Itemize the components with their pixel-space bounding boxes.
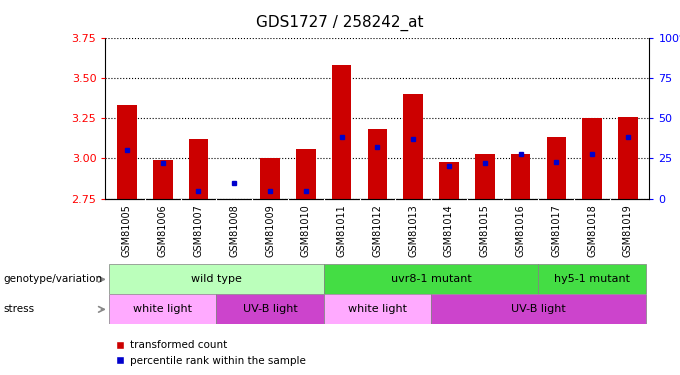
Bar: [117, 105, 137, 199]
Bar: [582, 118, 602, 199]
Bar: [260, 158, 280, 199]
Bar: [431, 294, 646, 324]
Text: GSM81006: GSM81006: [158, 204, 168, 257]
Text: wild type: wild type: [191, 274, 242, 284]
Text: GSM81010: GSM81010: [301, 204, 311, 257]
Bar: [296, 149, 316, 199]
Text: stress: stress: [3, 304, 35, 314]
Text: GSM81013: GSM81013: [408, 204, 418, 257]
Bar: [332, 65, 352, 199]
Text: white light: white light: [348, 304, 407, 314]
Text: GSM81017: GSM81017: [551, 204, 562, 257]
Text: GSM81015: GSM81015: [480, 204, 490, 257]
Text: GSM81016: GSM81016: [515, 204, 526, 257]
Legend: transformed count, percentile rank within the sample: transformed count, percentile rank withi…: [111, 336, 311, 370]
Text: white light: white light: [133, 304, 192, 314]
Bar: [368, 129, 387, 199]
Bar: [216, 294, 324, 324]
Bar: [324, 294, 431, 324]
Text: GSM81011: GSM81011: [337, 204, 347, 257]
Bar: [618, 117, 638, 199]
Text: UV-B light: UV-B light: [243, 304, 297, 314]
Bar: [547, 138, 566, 199]
Text: GSM81018: GSM81018: [587, 204, 597, 257]
Text: UV-B light: UV-B light: [511, 304, 566, 314]
Text: hy5-1 mutant: hy5-1 mutant: [554, 274, 630, 284]
Text: GSM81005: GSM81005: [122, 204, 132, 257]
Text: GSM81009: GSM81009: [265, 204, 275, 257]
Bar: [511, 154, 530, 199]
Bar: [153, 160, 173, 199]
Text: GSM81008: GSM81008: [229, 204, 239, 257]
Bar: [109, 264, 324, 294]
Text: GSM81007: GSM81007: [193, 204, 203, 257]
Text: GSM81014: GSM81014: [444, 204, 454, 257]
Text: genotype/variation: genotype/variation: [3, 274, 103, 284]
Text: GSM81012: GSM81012: [373, 204, 382, 257]
Bar: [109, 294, 216, 324]
Text: uvr8-1 mutant: uvr8-1 mutant: [391, 274, 471, 284]
Bar: [439, 162, 459, 199]
Bar: [475, 154, 494, 199]
Bar: [224, 199, 244, 200]
Bar: [324, 264, 539, 294]
Text: GSM81019: GSM81019: [623, 204, 633, 257]
Text: GDS1727 / 258242_at: GDS1727 / 258242_at: [256, 15, 424, 31]
Bar: [403, 94, 423, 199]
Bar: [539, 264, 646, 294]
Bar: [188, 139, 208, 199]
